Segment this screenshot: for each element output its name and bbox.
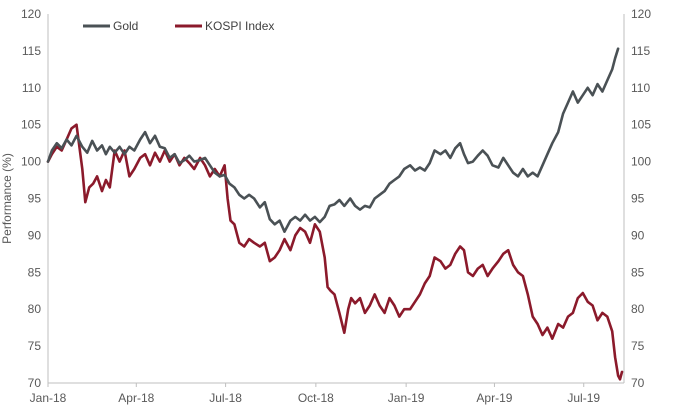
- y-tick-label: 85: [28, 265, 42, 279]
- y-tick-label: 80: [28, 302, 42, 316]
- y-tick-label: 90: [28, 228, 42, 242]
- x-tick-label: Jan-19: [388, 391, 425, 405]
- x-tick-label: Jul-18: [209, 391, 242, 405]
- x-tick-label: Jan-18: [30, 391, 67, 405]
- x-tick-label: Apr-19: [476, 391, 512, 405]
- y-tick-label: 70: [28, 376, 42, 390]
- y2-tick-label: 110: [631, 81, 650, 95]
- series-line-kospi-index: [46, 123, 624, 381]
- y2-tick-label: 85: [631, 265, 645, 279]
- x-tick-label: Oct-18: [298, 391, 334, 405]
- y-axis-label: Performance (%): [0, 153, 14, 244]
- y-tick-label: 95: [28, 192, 42, 206]
- plot-area: [46, 47, 624, 381]
- y2-tick-label: 115: [631, 44, 650, 58]
- y-tick-label: 100: [21, 155, 41, 169]
- y-tick-label: 120: [21, 7, 41, 21]
- y-tick-label: 75: [28, 339, 42, 353]
- y2-tick-label: 95: [631, 192, 645, 206]
- y-tick-label: 110: [22, 81, 41, 95]
- x-tick-label: Jul-19: [567, 391, 600, 405]
- y-tick-label: 115: [22, 44, 41, 58]
- axes: 70 75 80 85 90 95 100 105 110 115 120 70 75 80 85 90 95 1…: [21, 7, 651, 405]
- x-tick-label: Apr-18: [118, 391, 154, 405]
- y2-tick-label: 105: [631, 118, 651, 132]
- y2-tick-label: 90: [631, 228, 645, 242]
- y-tick-label: 105: [21, 118, 41, 132]
- y2-tick-label: 80: [631, 302, 645, 316]
- y2-tick-label: 120: [631, 7, 651, 21]
- y2-tick-label: 70: [631, 376, 645, 390]
- legend-label: KOSPI Index: [205, 19, 274, 33]
- legend: Gold KOSPI Index: [83, 19, 274, 33]
- y2-tick-label: 100: [631, 155, 651, 169]
- legend-label: Gold: [113, 19, 138, 33]
- series-line-gold: [46, 47, 620, 233]
- y2-tick-label: 75: [631, 339, 645, 353]
